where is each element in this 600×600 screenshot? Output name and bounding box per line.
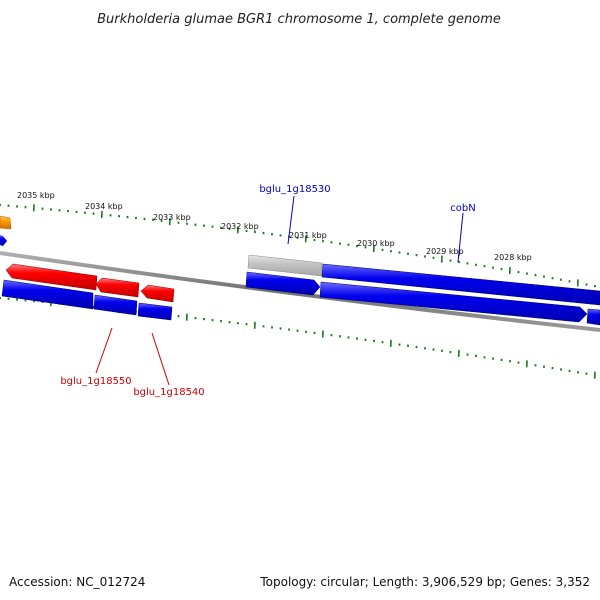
leader-bglu-1g18530 — [287, 195, 295, 245]
map-title: Burkholderia glumae BGR1 chromosome 1, c… — [97, 12, 501, 27]
scale-label-2033: 2033 kbp — [153, 213, 191, 222]
gene-blue-left-2[interactable] — [93, 294, 138, 316]
gene-partial-blue-left[interactable] — [0, 235, 7, 246]
gene-bglu-1g18550-red[interactable] — [5, 263, 98, 291]
gene-cobN-blue[interactable] — [321, 263, 600, 306]
scale-label-2030: 2030 kbp — [357, 239, 395, 248]
gene-blue-right-1[interactable] — [245, 271, 321, 296]
gene-blue-left-1[interactable] — [1, 279, 94, 310]
gene-partial-orange[interactable] — [0, 215, 12, 230]
gene-bglu-1g18530-gray[interactable] — [247, 254, 323, 277]
outer-tick-row — [0, 203, 596, 288]
leader-bglu-1g18540 — [151, 332, 170, 386]
scale-label-2035: 2035 kbp — [17, 191, 55, 200]
scale-label-2031: 2031 kbp — [289, 231, 327, 240]
gene-blue-right-edge[interactable] — [586, 308, 600, 326]
accession-text: Accession: NC_012724 — [9, 575, 146, 589]
leader-bglu-1g18550 — [95, 327, 113, 374]
leader-cobN — [457, 212, 464, 263]
gene-blue-left-3[interactable] — [137, 302, 173, 321]
gene-label-bglu-1g18540: bglu_1g18540 — [133, 387, 204, 398]
gene-label-bglu-1g18550: bglu_1g18550 — [60, 376, 131, 387]
gene-blue-right-2[interactable] — [319, 281, 588, 323]
scale-label-2032: 2032 kbp — [221, 222, 259, 231]
chromosome-backbone — [0, 251, 600, 332]
gene-red-small[interactable] — [140, 284, 175, 303]
genome-summary-text: Topology: circular; Length: 3,906,529 bp… — [260, 575, 590, 589]
scale-labels: 2035 kbp 2034 kbp 2033 kbp 2032 kbp 2031… — [17, 191, 532, 262]
scale-label-2034: 2034 kbp — [85, 202, 123, 211]
scale-label-2029: 2029 kbp — [426, 247, 464, 256]
gene-label-cobN: cobN — [450, 203, 475, 214]
gene-bglu-1g18540-red[interactable] — [95, 277, 140, 298]
scale-label-2028: 2028 kbp — [494, 253, 532, 262]
gene-label-bglu-1g18530: bglu_1g18530 — [259, 184, 330, 195]
